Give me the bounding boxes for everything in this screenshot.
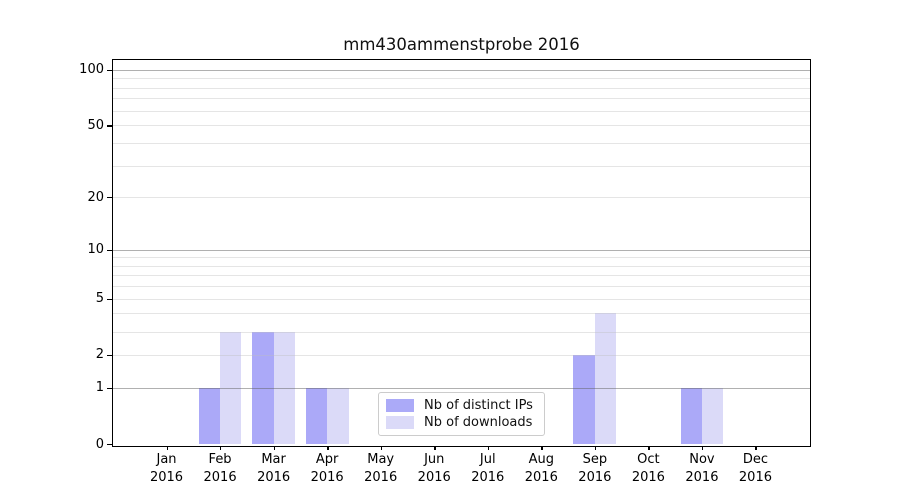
- y-tick-label-1: 1: [95, 380, 104, 396]
- x-tick-feb: [220, 445, 222, 450]
- x-tick-label-mar: Mar 2016: [257, 452, 291, 485]
- y-tick-100: [107, 69, 112, 72]
- x-tick-nov: [701, 445, 704, 450]
- legend-label-distinct-ips: Nb of distinct IPs: [424, 398, 533, 413]
- y-tick-label-50: 50: [87, 117, 104, 133]
- bar-nb-of-downloads-apr: [327, 387, 349, 444]
- x-tick-label-jul: Jul 2016: [471, 452, 505, 485]
- x-tick-jan: [166, 445, 168, 450]
- gridline-major-100: [113, 69, 810, 71]
- x-tick-oct: [648, 445, 650, 450]
- y-tick-50: [107, 125, 112, 127]
- bar-nb-of-downloads-feb: [220, 331, 242, 444]
- y-tick-label-10: 10: [87, 242, 104, 258]
- legend-swatch-downloads: [386, 416, 414, 429]
- chart-title: mm430ammenstprobe 2016: [343, 35, 580, 54]
- gridline-major-1: [113, 387, 810, 389]
- x-tick-label-sep: Sep 2016: [578, 452, 612, 485]
- bar-nb-of-distinct-ips-feb: [198, 387, 221, 444]
- bar-nb-of-distinct-ips-sep: [573, 354, 595, 444]
- x-tick-label-feb: Feb 2016: [203, 452, 237, 485]
- y-tick-label-100: 100: [79, 62, 104, 78]
- gridline-minor-3: [113, 331, 810, 333]
- x-tick-apr: [327, 445, 329, 450]
- y-tick-label-2: 2: [95, 347, 104, 363]
- gridline-minor-70: [113, 98, 810, 100]
- y-tick-label-20: 20: [87, 189, 104, 205]
- gridline-minor-4: [113, 313, 810, 315]
- x-tick-label-jun: Jun 2016: [417, 452, 451, 485]
- gridline-minor-80: [113, 87, 810, 89]
- gridline-minor-5: [113, 298, 810, 300]
- legend: Nb of distinct IPs Nb of downloads: [378, 392, 545, 436]
- x-tick-label-may: May 2016: [364, 452, 398, 485]
- y-tick-2: [107, 354, 112, 357]
- x-tick-may: [380, 445, 383, 450]
- legend-item-distinct-ips: Nb of distinct IPs: [386, 397, 537, 414]
- gridline-minor-8: [113, 265, 810, 267]
- x-tick-label-aug: Aug 2016: [524, 452, 558, 485]
- x-tick-label-apr: Apr 2016: [310, 452, 344, 485]
- y-tick-0: [107, 444, 112, 446]
- x-tick-label-dec: Dec 2016: [738, 452, 772, 485]
- y-tick-label-0: 0: [95, 436, 104, 452]
- bar-nb-of-downloads-nov: [701, 387, 724, 444]
- gridline-minor-60: [113, 110, 810, 112]
- legend-swatch-distinct-ips: [386, 399, 414, 412]
- x-tick-jul: [487, 445, 490, 450]
- gridline-minor-50: [113, 125, 810, 127]
- gridline-major-10: [113, 249, 810, 251]
- y-tick-20: [107, 197, 112, 199]
- y-tick-10: [107, 249, 112, 251]
- y-tick-label-5: 5: [95, 291, 104, 307]
- y-tick-5: [107, 298, 112, 301]
- x-tick-sep: [594, 445, 597, 450]
- x-tick-aug: [541, 445, 543, 450]
- gridline-minor-90: [113, 78, 810, 80]
- x-tick-label-nov: Nov 2016: [685, 452, 719, 485]
- gridline-minor-20: [113, 197, 810, 199]
- x-tick-jun: [434, 445, 436, 450]
- gridline-minor-2: [113, 354, 810, 356]
- gridline-minor-9: [113, 257, 810, 259]
- gridline-minor-30: [113, 165, 810, 167]
- y-tick-1: [107, 387, 112, 390]
- bar-nb-of-distinct-ips-apr: [305, 387, 328, 444]
- plot-area: [112, 59, 811, 447]
- bar-nb-of-distinct-ips-mar: [252, 331, 274, 444]
- legend-label-downloads: Nb of downloads: [424, 415, 533, 430]
- x-tick-mar: [273, 445, 275, 450]
- gridline-minor-7: [113, 275, 810, 277]
- bar-nb-of-downloads-mar: [273, 331, 295, 444]
- legend-item-downloads: Nb of downloads: [386, 414, 537, 431]
- x-tick-dec: [755, 445, 757, 450]
- bar-nb-of-downloads-sep: [594, 313, 617, 444]
- x-tick-label-jan: Jan 2016: [149, 452, 184, 485]
- bar-nb-of-distinct-ips-nov: [680, 387, 702, 444]
- x-tick-label-oct: Oct 2016: [631, 452, 665, 485]
- gridline-minor-6: [113, 286, 810, 288]
- gridline-minor-40: [113, 142, 810, 144]
